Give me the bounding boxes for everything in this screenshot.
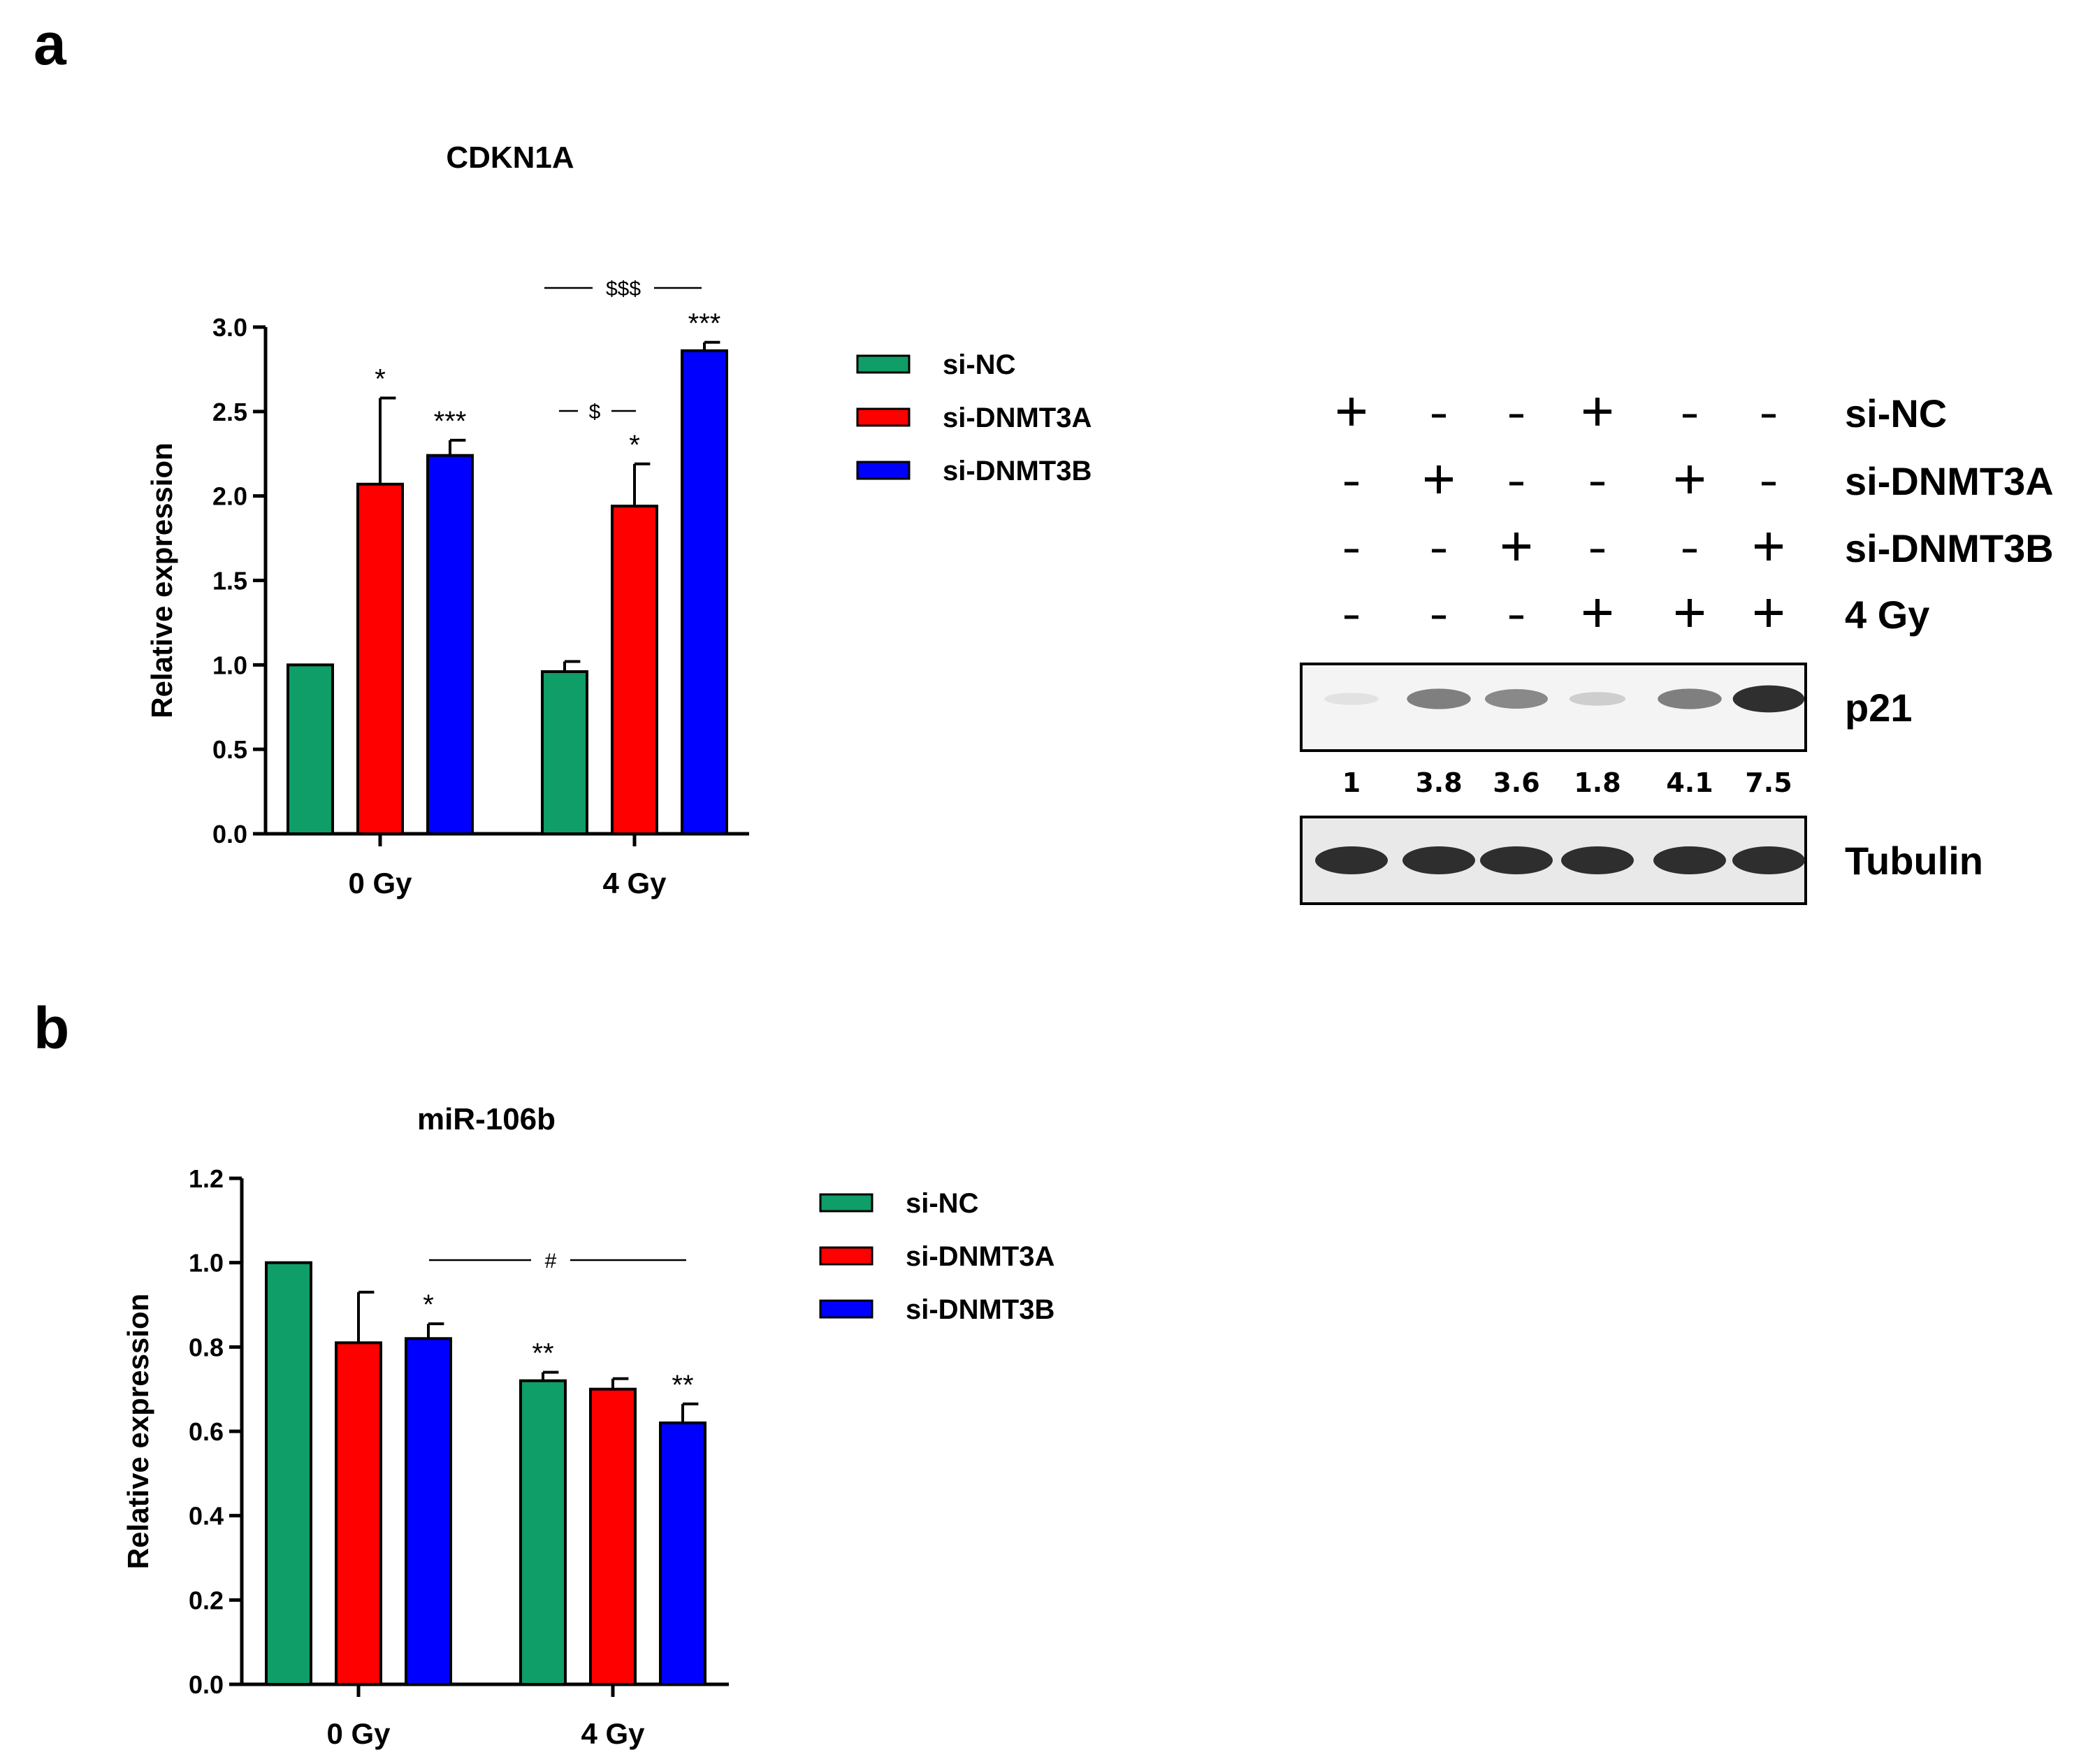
y-tick-label: 1.5 [212,567,247,595]
legend-label-si-dnmt3a: si-DNMT3A [943,403,1092,433]
y-tick-label: 1.0 [212,651,247,679]
bar-si-dnmt3b-4-gy [659,1421,706,1686]
bar-si-dnmt3a-4-gy [611,505,658,836]
band-tubulin-lane-5 [1653,846,1726,874]
band-tubulin-lane-4 [1561,846,1634,874]
x-tick-label-4-gy: 4 Gy [581,1717,645,1750]
legend-swatch-si-dnmt3b [819,1299,873,1319]
y-tick-label: 0.6 [189,1417,224,1446]
significance-mark: * [423,1289,434,1320]
quantification-value: 1 [1342,767,1361,798]
band-label-p21: p21 [1845,686,1913,730]
y-tick-label: 1.2 [189,1164,224,1193]
significance-mark: *** [434,406,467,437]
significance-mark: ** [532,1338,553,1369]
significance-mark: ** [672,1370,693,1401]
y-tick-label: 0.5 [212,735,247,764]
bar-si-dnmt3a-0-gy [335,1341,382,1686]
x-tick-label-0-gy: 0 Gy [326,1717,391,1750]
y-tick-label: 2.5 [212,398,247,426]
bar-si-dnmt3a-4-gy [589,1387,637,1686]
row-label-4-gy: 4 Gy [1845,593,1929,637]
legend-label-si-dnmt3a: si-DNMT3A [906,1241,1054,1272]
row-label-si-dnmt3b: si-DNMT3B [1845,526,2054,570]
y-tick-label: 0.8 [189,1333,224,1361]
chart-cdkn1a: CDKN1A Relative expression 0.0 0.5 1.0 1.5 2.0… [145,140,1092,899]
legend-label-si-nc: si-NC [943,349,1015,380]
band-tubulin-lane-6 [1732,846,1805,874]
bar-si-dnmt3b-4-gy [681,349,728,836]
comparison-label: $ [589,400,601,424]
band-p21-lane-6 [1732,685,1805,713]
significance-mark: * [375,364,386,395]
quantification-value: 1.8 [1574,767,1621,798]
row-label-si-dnmt3a: si-DNMT3A [1845,459,2054,503]
band-p21-lane-1 [1324,693,1379,705]
bar-si-nc-0-gy [265,1261,312,1686]
band-tubulin-lane-3 [1480,846,1553,874]
y-axis-label: Relative expression [145,442,178,718]
band-p21-lane-4 [1569,692,1626,706]
western-blot: si-NC si-DNMT3A si-DNMT3B 4 Gy p21 Tubulin 1 3.… [1300,391,2054,905]
y-tick-label: 0.4 [189,1502,224,1531]
legend-label-si-nc: si-NC [906,1188,978,1219]
band-tubulin-lane-2 [1402,846,1475,874]
y-tick-label: 0.2 [189,1586,224,1614]
bar-si-dnmt3b-0-gy [426,454,474,835]
band-p21-lane-3 [1485,689,1548,709]
panel-label-b: b [34,995,69,1061]
band-p21-lane-5 [1658,688,1722,709]
legend-swatch-si-dnmt3a [856,407,911,427]
bar-si-dnmt3b-0-gy [405,1337,452,1686]
legend-label-si-dnmt3b: si-DNMT3B [943,456,1092,486]
bar-si-nc-4-gy [541,670,588,835]
bar-si-dnmt3a-0-gy [356,482,404,835]
legend-swatch-si-nc [856,354,911,374]
y-tick-label: 3.0 [212,313,247,342]
chart-title: miR-106b [417,1102,556,1136]
panel-label-a: a [34,11,67,77]
band-label-tubulin: Tubulin [1845,839,1983,883]
y-tick-label: 0.0 [212,820,247,848]
significance-mark: * [629,430,640,461]
legend-swatch-si-dnmt3a [819,1246,873,1266]
legend-swatch-si-nc [819,1193,873,1213]
y-axis-label: Relative expression [122,1294,154,1570]
band-tubulin-lane-1 [1315,846,1388,874]
quantification-value: 3.8 [1415,767,1462,798]
y-tick-label: 1.0 [189,1249,224,1278]
bar-si-nc-4-gy [519,1379,567,1686]
x-tick-label-4-gy: 4 Gy [602,867,667,899]
bar-si-nc-0-gy [287,663,334,835]
blot-box-p21 [1300,663,1807,752]
quantification-value: 4.1 [1666,767,1713,798]
chart-mir106b: miR-106b Relative expression 0.0 0.2 0.4 0.6 0… [122,1102,1054,1750]
quantification-value: 3.6 [1493,767,1539,798]
band-p21-lane-2 [1407,688,1471,709]
row-label-si-nc: si-NC [1845,391,1947,435]
legend-label-si-dnmt3b: si-DNMT3B [906,1294,1054,1325]
y-tick-label: 2.0 [212,482,247,511]
y-tick-label: 0.0 [189,1670,224,1699]
quantification-value: 7.5 [1745,767,1792,798]
comparison-label: $$$ [606,277,641,301]
chart-title: CDKN1A [446,140,574,175]
x-tick-label-0-gy: 0 Gy [348,867,412,899]
comparison-label: # [545,1250,557,1273]
legend-swatch-si-dnmt3b [856,461,911,480]
significance-mark: *** [688,308,721,339]
